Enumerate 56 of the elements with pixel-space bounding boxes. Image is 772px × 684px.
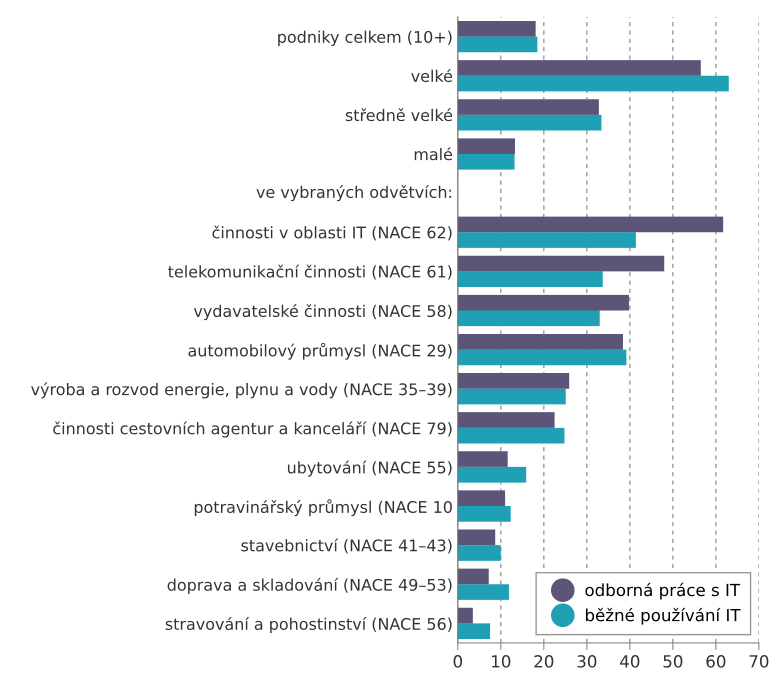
y-tick-label: doprava a skladování (NACE 49–53)	[168, 578, 452, 594]
bar	[458, 373, 570, 389]
bar	[458, 76, 729, 92]
bar	[458, 36, 538, 52]
bar	[458, 490, 506, 506]
bar	[458, 154, 515, 170]
bar	[458, 530, 496, 546]
bar	[458, 608, 473, 624]
y-tick-label: činnosti cestovních agentur a kanceláří (NACE 79)	[53, 421, 452, 438]
x-tick-label: 50	[664, 655, 682, 668]
x-tick-label: 20	[534, 655, 554, 668]
y-tick-label: středně velké	[346, 108, 452, 122]
y-tick-label: telekomunikační činnosti (NACE 61)	[168, 264, 452, 280]
y-tick-label: malé	[414, 147, 452, 160]
y-tick-label: stavebnictví (NACE 41–43)	[241, 538, 452, 554]
bar	[458, 428, 564, 444]
y-tick-label: velké	[411, 69, 452, 82]
bar	[458, 310, 600, 326]
y-tick-label: stravování a pohostinství (NACE 56)	[166, 617, 452, 634]
x-tick-label: 70	[750, 655, 768, 668]
y-tick-label: vydavatelské činnosti (NACE 58)	[194, 304, 452, 320]
bar	[458, 545, 501, 561]
bar	[458, 568, 489, 584]
x-tick-label: 40	[620, 655, 640, 668]
bar	[458, 506, 511, 522]
bar	[458, 216, 724, 232]
legend-label: běžné používání IT	[586, 608, 741, 625]
bar	[458, 294, 629, 310]
bar	[458, 138, 515, 154]
bar	[458, 256, 664, 272]
y-tick-label: automobilový průmysl (NACE 29)	[188, 342, 452, 360]
bar	[458, 271, 603, 287]
legend-label: odborná práce s IT	[585, 582, 740, 600]
x-tick-label: 30	[577, 655, 596, 668]
bar	[458, 388, 566, 404]
y-tick-label: činnosti v oblasti IT (NACE 62)	[212, 226, 452, 240]
bar	[458, 412, 555, 428]
bar	[458, 99, 599, 115]
x-tick-label: 60	[706, 655, 726, 668]
bar	[458, 584, 509, 600]
bar	[458, 451, 508, 467]
bar	[458, 350, 626, 366]
bar	[458, 21, 536, 37]
bar	[458, 623, 490, 640]
bar	[458, 114, 602, 131]
y-tick-label: podniky celkem (10+)	[278, 30, 452, 46]
x-tick-label: 0	[454, 655, 462, 668]
text: ve vybraných odvětvích:	[256, 185, 452, 202]
bar	[458, 60, 701, 76]
x-tick-label: 10	[492, 655, 510, 668]
y-tick-label: potravinářský průmysl (NACE 10	[194, 499, 452, 516]
y-tick-label: výroba a rozvod energie, plynu a vody (NACE 35–39)	[31, 382, 452, 398]
bar	[458, 334, 623, 350]
bar	[458, 466, 526, 483]
y-tick-label: ubytování (NACE 55)	[288, 460, 452, 477]
bar	[458, 232, 636, 248]
